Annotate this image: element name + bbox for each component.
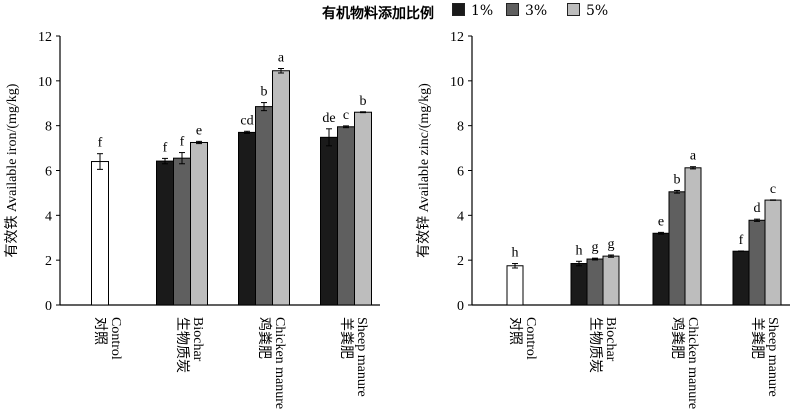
iron-bar-1-5pct-letter: e	[196, 123, 202, 138]
iron-category-label-zh: 对照	[92, 317, 108, 345]
iron-category-label-zh: 生物质炭	[174, 317, 190, 373]
zinc-y-tick-label: 12	[450, 30, 464, 45]
iron-bar-1-3pct-letter: f	[180, 135, 185, 150]
zinc-category-label-zh: 对照	[507, 317, 523, 345]
zinc-category-label-zh: 生物质炭	[587, 317, 603, 373]
iron-y-tick-label: 8	[45, 120, 52, 135]
zinc-y-tick-label: 0	[457, 299, 464, 314]
legend: 有机物料添加比例 1% 3% 5%	[0, 0, 800, 24]
zinc-bar-1-3pct	[586, 258, 604, 306]
legend-label-1pct: 1%	[471, 3, 494, 19]
iron-category-label-zh: 羊粪肥	[338, 317, 354, 359]
legend-label-3pct: 3%	[525, 3, 548, 19]
zinc-bar-3-5pct-letter: c	[770, 182, 776, 197]
zinc-category-label-zh: 鸡粪肥	[669, 317, 686, 359]
iron-category-label-en: Sheep manure	[354, 317, 369, 397]
zinc-y-tick-label: 2	[457, 254, 464, 269]
zinc-bar-3-1pct-letter: f	[739, 233, 744, 248]
iron-category-label-en: Chicken manure	[272, 317, 287, 409]
iron-bar-3-3pct-letter: c	[343, 108, 349, 123]
zinc-category-label-en: Sheep manure	[765, 317, 780, 397]
zinc-bar-3-5pct	[764, 199, 782, 306]
zinc-bar-3-1pct	[732, 250, 750, 306]
legend-item-1pct: 1%	[452, 3, 493, 19]
iron-bar-3-5pct-letter: b	[360, 94, 367, 109]
iron-y-tick-label: 12	[38, 30, 52, 45]
zinc-bar-1-5pct	[602, 255, 620, 306]
legend-swatch-5pct	[567, 3, 580, 16]
zinc-category-label-en: Chicken manure	[685, 317, 700, 409]
zinc-bar-1-1pct	[570, 263, 588, 306]
iron-bar-1-1pct-letter: f	[163, 140, 168, 155]
iron-y-tick-label: 0	[45, 299, 52, 314]
zinc-category-label-en: Control	[523, 317, 538, 360]
zinc-bar-1-5pct-letter: g	[608, 237, 615, 252]
zinc-bar-1-1pct-letter: h	[576, 243, 583, 258]
zinc-bar-3-3pct-letter: d	[754, 201, 761, 216]
zinc-category-label-zh: 羊粪肥	[749, 317, 765, 359]
iron-category-label-en: Biochar	[190, 317, 205, 362]
zinc-bar-2-3pct	[668, 191, 686, 306]
zinc-bar-1-3pct-letter: g	[592, 240, 599, 255]
legend-item-5pct: 5%	[567, 3, 608, 19]
zinc-bar-2-5pct-letter: a	[690, 149, 697, 164]
zinc-y-tick-label: 8	[457, 120, 464, 135]
legend-label-5pct: 5%	[586, 3, 609, 19]
iron-bar-control-letter: f	[98, 136, 103, 151]
zinc-bar-2-1pct-letter: e	[658, 214, 664, 229]
iron-y-tick-label: 10	[38, 75, 52, 90]
iron-bar-2-3pct-letter: b	[261, 85, 268, 100]
zinc-y-tick-label: 4	[457, 209, 464, 224]
zinc-y-axis-label: 有效锌 Available zinc/(mg/kg)	[416, 83, 432, 258]
legend-title: 有机物料添加比例	[322, 6, 434, 22]
zinc-bar-2-1pct	[652, 232, 670, 306]
iron-bar-2-5pct-letter: a	[278, 51, 285, 66]
zinc-bar-control	[506, 265, 524, 306]
legend-swatch-3pct	[506, 3, 519, 16]
iron-bar-3-1pct-letter: de	[322, 111, 335, 126]
zinc-y-tick-label: 6	[457, 165, 464, 180]
iron-bar-2-1pct-letter: cd	[240, 113, 253, 128]
zinc-bar-3-3pct	[748, 219, 766, 306]
legend-swatch-1pct	[452, 3, 465, 16]
zinc-bar-control-letter: h	[512, 246, 519, 261]
iron-y-tick-label: 4	[45, 209, 52, 224]
legend-item-3pct: 3%	[506, 3, 547, 19]
iron-y-tick-label: 6	[45, 165, 52, 180]
zinc-bar-2-3pct-letter: b	[674, 172, 681, 187]
zinc-bar-2-5pct	[684, 167, 702, 306]
iron-category-label-en: Control	[108, 317, 123, 360]
iron-category-label-zh: 鸡粪肥	[256, 317, 273, 359]
zinc-category-label-en: Biochar	[603, 317, 618, 362]
zinc-y-tick-label: 10	[450, 75, 464, 90]
iron-y-axis-label: 有效铁 Available iron/(mg/kg)	[4, 83, 20, 257]
iron-y-tick-label: 2	[45, 254, 52, 269]
